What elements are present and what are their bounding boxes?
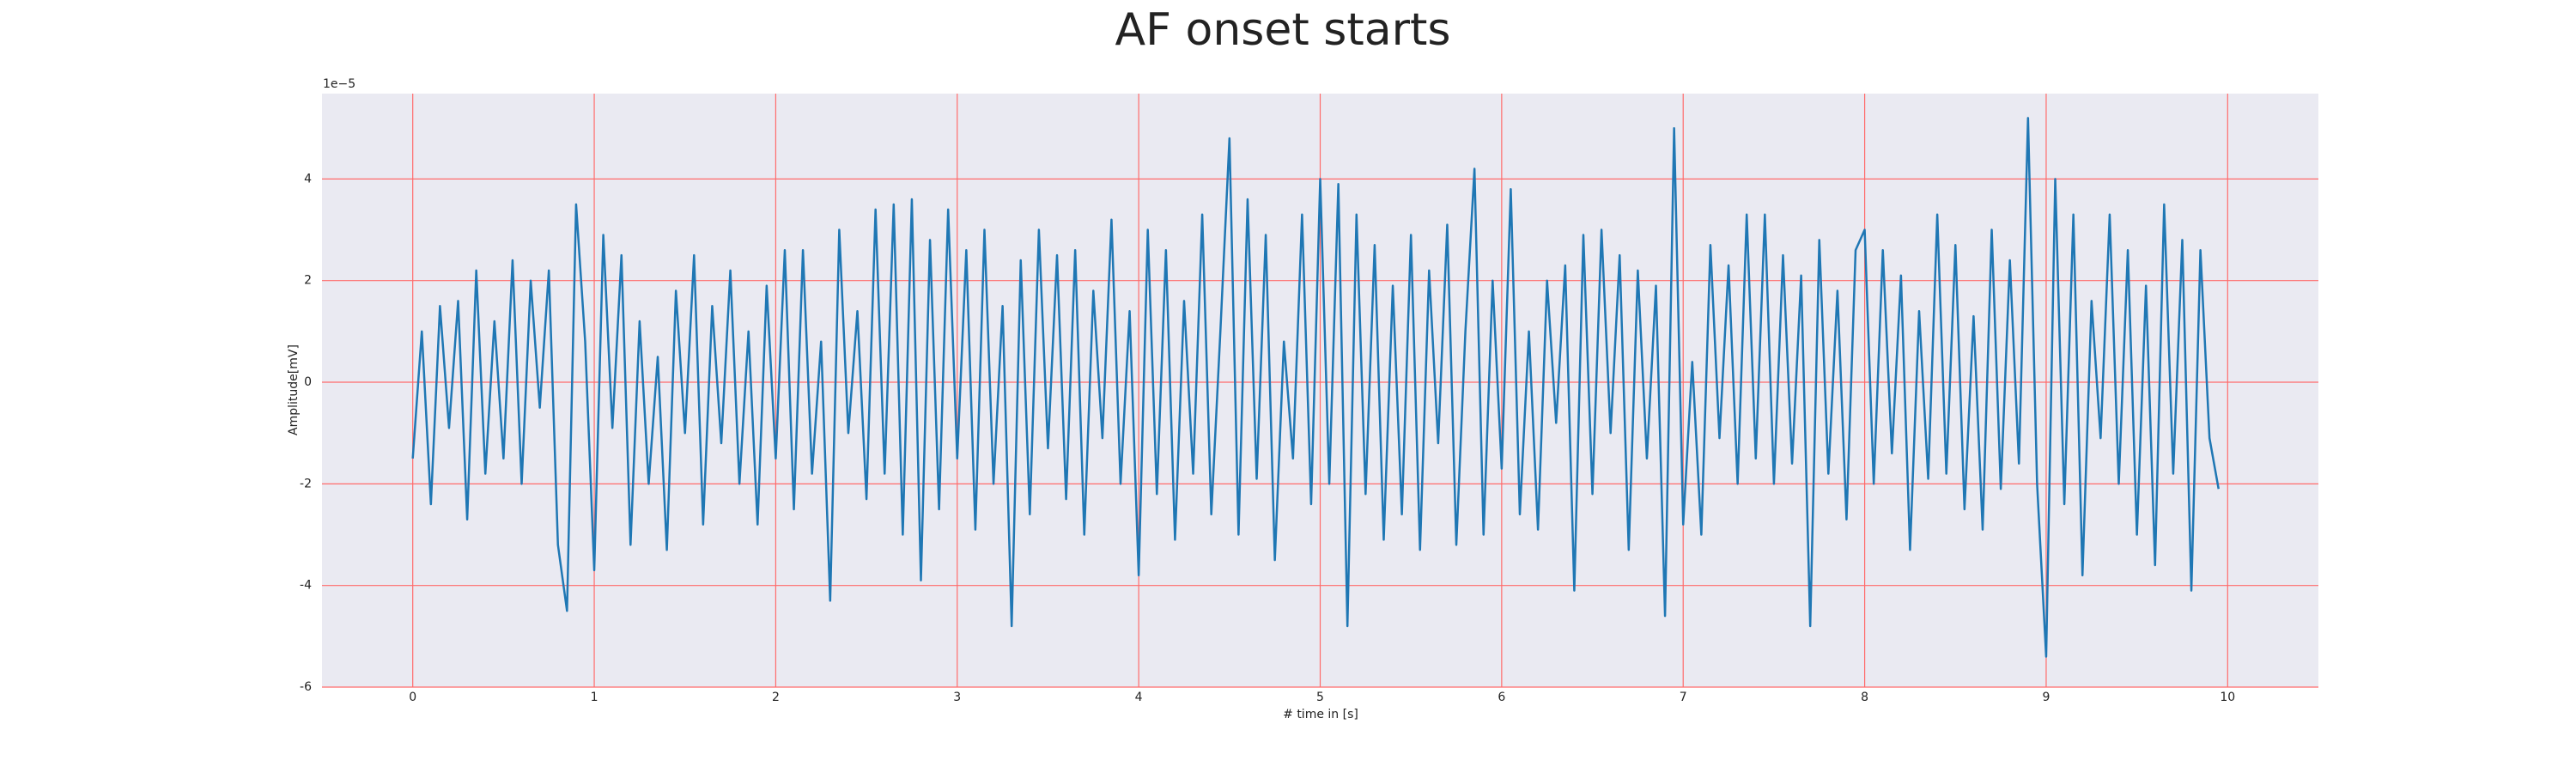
y-tick-label: -2 bbox=[300, 477, 312, 490]
y-tick-label: 0 bbox=[304, 375, 312, 389]
x-tick-label: 9 bbox=[2042, 691, 2050, 704]
x-tick-label: 1 bbox=[591, 691, 598, 704]
x-tick-label: 7 bbox=[1680, 691, 1687, 704]
line-series bbox=[411, 117, 2220, 658]
x-tick-label: 3 bbox=[953, 691, 961, 704]
x-axis-label: # time in [s] bbox=[1283, 708, 1358, 721]
x-tick-label: 8 bbox=[1861, 691, 1868, 704]
y-tick-label: -6 bbox=[300, 680, 312, 694]
y-offset-label: 1e−5 bbox=[323, 77, 355, 91]
chart-title: AF onset starts bbox=[1115, 4, 1451, 56]
x-tick-label: 2 bbox=[772, 691, 780, 704]
y-tick-label: 4 bbox=[304, 172, 312, 186]
x-tick-label: 6 bbox=[1498, 691, 1505, 704]
x-tick-label: 0 bbox=[409, 691, 416, 704]
y-tick-label: 2 bbox=[304, 274, 312, 288]
x-tick-label: 10 bbox=[2220, 691, 2235, 704]
x-tick-label: 4 bbox=[1135, 691, 1143, 704]
y-tick-label: -4 bbox=[300, 579, 312, 593]
y-axis-label: Amplitude[mV] bbox=[287, 344, 301, 435]
x-tick-label: 5 bbox=[1316, 691, 1324, 704]
